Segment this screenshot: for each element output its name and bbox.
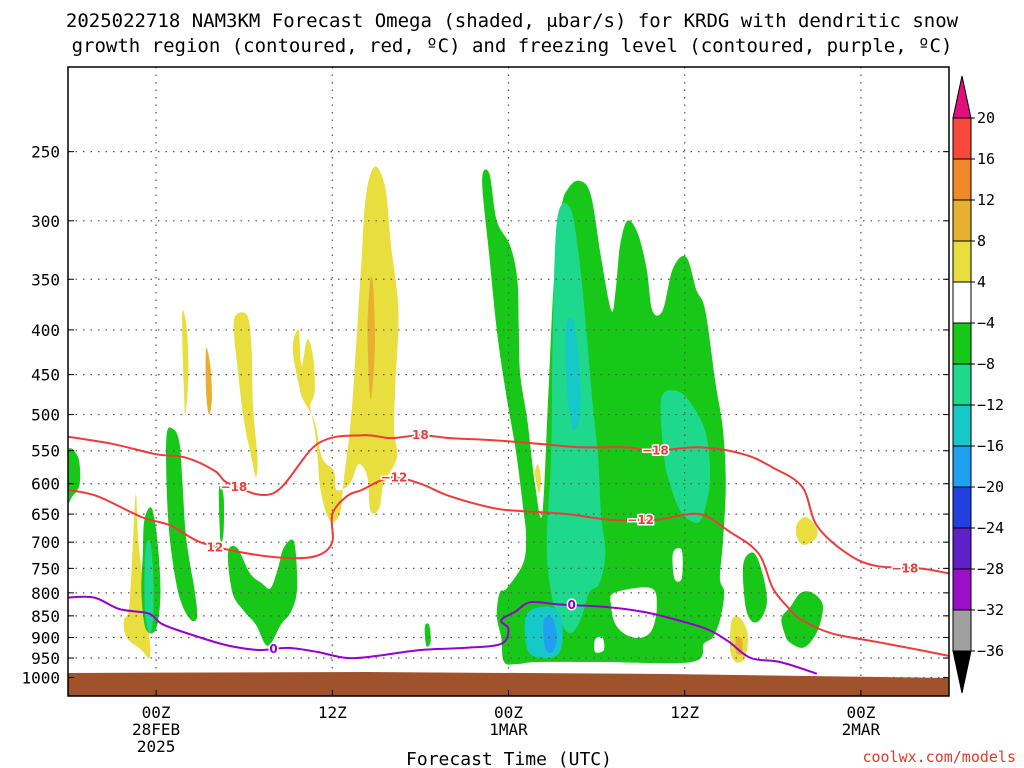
x-tick-label: 28FEB [132,720,180,739]
colorbar-bin [952,486,972,529]
ground-fill [68,672,949,696]
contour-label: 0 [269,642,277,656]
colorbar-bin [952,404,972,447]
colorbar-bin [952,117,972,160]
omega-region [292,166,399,522]
colorbar-label: −12 [977,396,1004,414]
omega-region [227,539,298,646]
contour-line [68,595,818,675]
contour-label: −18 [221,480,248,494]
colorbar-bin [952,527,972,570]
omega-region [795,517,818,545]
contour-label: 0 [567,598,575,612]
y-tick-label: 650 [31,505,60,524]
y-tick-label: 600 [31,475,60,494]
contour-label: −12 [627,513,654,527]
omega-region [166,427,198,622]
colorbar-label: 12 [977,191,995,209]
chart-title-line-2: growth region (contoured, red, ºC) and f… [72,35,953,57]
x-tick-label: 00Z [846,703,875,722]
colorbar-label: −4 [977,314,995,332]
contour-label: 12 [206,541,223,555]
y-tick-label: 700 [31,533,60,552]
colorbar-bin [952,445,972,488]
y-tick-label: 1000 [21,668,60,687]
colorbar-bin [952,363,972,406]
omega-region [424,623,431,647]
omega-gap [594,636,605,653]
x-tick-label: 00Z [494,703,523,722]
x-tick-label: 00Z [142,703,171,722]
y-tick-label: 900 [31,629,60,648]
colorbar-under-arrow [952,650,972,694]
y-tick-label: 250 [31,143,60,162]
colorbar-label: 16 [977,150,995,168]
x-tick-label: 1MAR [489,720,528,739]
omega-region [660,390,710,524]
contour-label: 18 [412,428,429,442]
omega-gap [610,587,657,638]
omega-region [367,276,376,400]
y-tick-label: 850 [31,607,60,626]
y-tick-label: 300 [31,212,60,231]
omega-region [218,486,225,543]
colorbar-bin [952,281,972,324]
omega-region [233,312,258,478]
x-tick-label: 12Z [318,703,347,722]
contour-label: −18 [642,444,669,458]
colorbar-label: −32 [977,601,1004,619]
omega-region [534,464,541,494]
colorbar-over-arrow [952,75,972,119]
x-tick-label: 2025 [137,737,176,756]
omega-region [482,169,726,665]
contour-lines: −18 18 −18 −18 12 −12 −12 0 0 [68,427,949,675]
x-axis-label: Forecast Time (UTC) [406,749,612,768]
colorbar-label: −16 [977,437,1004,455]
colorbar-bin [952,199,972,242]
omega-region [742,552,767,623]
y-tick-label: 500 [31,406,60,425]
contour-line [68,476,949,657]
omega-region [565,317,581,431]
colorbar-bin [952,158,972,201]
y-tick-label: 800 [31,584,60,603]
colorbar-label: −20 [977,478,1004,496]
y-tick-label: 450 [31,366,60,385]
colorbar: 20 16 12 8 4 −4 −8 −12 −16 −20 −24 −28 −32 −36 [952,75,1004,694]
colorbar-label: −36 [977,642,1004,660]
omega-region [543,616,557,653]
colorbar-bin [952,568,972,611]
colorbar-label: −8 [977,355,995,373]
colorbar-label: −28 [977,560,1004,578]
y-tick-label: 350 [31,270,60,289]
omega-shading [68,166,824,665]
omega-region [144,539,154,634]
y-tick-label: 950 [31,649,60,668]
credit-link[interactable]: coolwx.com/models [862,748,1016,766]
contour-line [68,434,949,575]
colorbar-bin [952,322,972,365]
y-axis: 250 300 350 400 450 500 550 600 650 700 750 800 850 9… [21,143,949,687]
colorbar-label: 20 [977,109,995,127]
omega-region [205,347,212,415]
colorbar-label: 4 [977,273,986,291]
chart-title-line-1: 2025022718 NAM3KM Forecast Omega (shaded… [66,10,959,32]
colorbar-bin [952,609,972,652]
ground-layer [68,672,949,696]
colorbar-bin [952,240,972,283]
x-tick-label: 2MAR [842,720,881,739]
contour-label: −12 [381,470,408,484]
omega-region [68,448,81,503]
y-tick-label: 750 [31,559,60,578]
colorbar-label: 8 [977,232,986,250]
colorbar-label: −24 [977,519,1004,537]
y-tick-label: 400 [31,321,60,340]
x-tick-label: 12Z [670,703,699,722]
contour-label: −18 [892,561,919,575]
omega-gap [672,547,683,582]
omega-region [182,309,189,415]
y-tick-label: 550 [31,442,60,461]
